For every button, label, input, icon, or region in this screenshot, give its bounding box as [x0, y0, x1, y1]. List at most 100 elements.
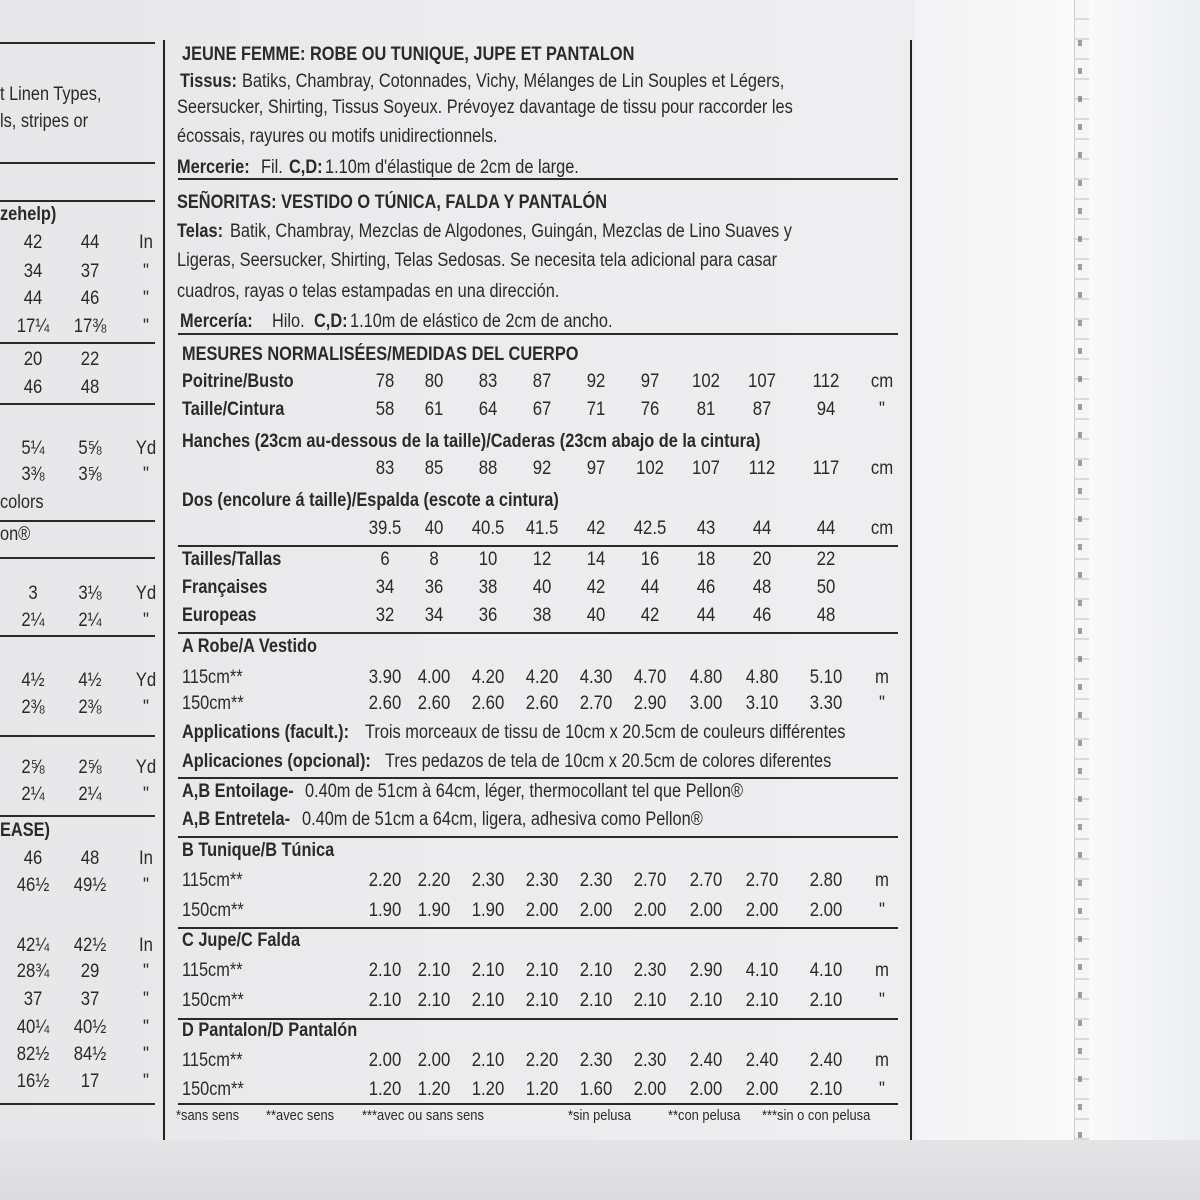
yardage-value: 4.20 — [471, 667, 505, 688]
left-unit: Yd — [135, 438, 157, 459]
left-value: 46½ — [16, 875, 50, 896]
yardage-value: 3.90 — [368, 667, 402, 688]
size-value: 44 — [640, 577, 660, 598]
yardage-value: 2.10 — [745, 990, 779, 1011]
yardage-unit: " — [879, 900, 885, 921]
colors-fragment: colors — [0, 492, 44, 513]
yardage-value: 2.20 — [417, 870, 451, 891]
left-unit: In — [139, 848, 153, 869]
measure-value: 87 — [532, 371, 552, 392]
fabric-width-label: 150cm** — [182, 1079, 244, 1100]
fabrics-text: Batik, Chambray, Mezclas de Algodones, G… — [230, 221, 792, 242]
measurements-title: MESURES NORMALISÉES/MEDIDAS DEL CUERPO — [182, 344, 579, 365]
yardage-value: 3.00 — [689, 693, 723, 714]
fabric-width-label: 150cm** — [182, 900, 244, 921]
left-value: 82½ — [16, 1044, 50, 1065]
left-value: 4½ — [21, 670, 45, 691]
yardage-value: 2.10 — [471, 1050, 505, 1071]
notions-views: C,D: — [314, 311, 348, 332]
measure-value: 92 — [532, 458, 552, 479]
left-value: 29 — [80, 961, 100, 982]
yardage-unit: " — [879, 693, 885, 714]
measure-unit: " — [879, 399, 885, 420]
size-value: 48 — [752, 577, 772, 598]
measure-unit: cm — [870, 458, 894, 479]
yardage-value: 2.10 — [689, 990, 723, 1011]
yardage-value: 2.30 — [633, 1050, 667, 1071]
fabric-width-label: 115cm** — [182, 870, 243, 891]
yardage-value: 2.70 — [633, 870, 667, 891]
measure-label: Poitrine/Busto — [182, 371, 294, 392]
left-value: 40½ — [73, 1017, 107, 1038]
notions-text: Hilo. — [272, 311, 305, 332]
measure-value: 39.5 — [368, 518, 402, 539]
measure-value: 85 — [424, 458, 444, 479]
measure-value: 43 — [696, 518, 716, 539]
footnote: ***avec ou sans sens — [362, 1107, 484, 1124]
yardage-value: 2.10 — [525, 990, 559, 1011]
yardage-value: 2.30 — [471, 870, 505, 891]
measure-value: 42.5 — [633, 518, 667, 539]
perforation-marks — [1078, 40, 1082, 1160]
yardage-value: 2.10 — [471, 960, 505, 981]
left-value: 2¼ — [21, 610, 45, 631]
measure-value: 83 — [375, 458, 395, 479]
yardage-value: 2.40 — [809, 1050, 843, 1071]
measure-value: 102 — [692, 371, 720, 392]
left-unit: In — [139, 935, 153, 956]
footnote: **avec sens — [266, 1107, 335, 1124]
spanish-title: SEÑORITAS: VESTIDO O TÚNICA, FALDA Y PAN… — [177, 192, 608, 213]
left-unit: In — [139, 232, 153, 253]
yardage-value: 4.10 — [809, 960, 843, 981]
left-value: 40¼ — [16, 1017, 50, 1038]
yardage-value: 4.30 — [579, 667, 613, 688]
yardage-value: 2.10 — [368, 990, 402, 1011]
size-value: 36 — [478, 605, 498, 626]
fabric-text-fragment: t Linen Types, — [0, 84, 102, 105]
left-unit: " — [143, 316, 149, 337]
yardage-value: 2.00 — [579, 900, 613, 921]
measure-value: 44 — [816, 518, 836, 539]
yardage-value: 2.60 — [368, 693, 402, 714]
notions-label: Mercerie: — [177, 157, 250, 178]
measure-value: 112 — [748, 458, 776, 479]
left-value: 46 — [23, 377, 43, 398]
fabrics-text: Batiks, Chambray, Cotonnades, Vichy, Mél… — [242, 71, 785, 92]
left-value: 2⅝ — [21, 757, 45, 778]
left-value: 44 — [23, 288, 43, 309]
footnote: **con pelusa — [668, 1107, 741, 1124]
measure-value: 78 — [375, 371, 395, 392]
left-value: 2¼ — [78, 784, 102, 805]
size-value: 14 — [586, 549, 606, 570]
yardage-value: 4.00 — [417, 667, 451, 688]
left-unit: " — [143, 1017, 149, 1038]
view-title: D Pantalon/D Pantalón — [182, 1020, 358, 1041]
measure-value: 44 — [752, 518, 772, 539]
size-value: 6 — [380, 549, 390, 570]
rule — [0, 735, 155, 737]
left-value: 5¼ — [21, 438, 45, 459]
left-unit: " — [143, 784, 149, 805]
rule — [0, 200, 155, 202]
fabrics-text: écossais, rayures ou motifs unidirection… — [177, 126, 498, 147]
interfacing-text: 0.40m de 51cm a 64cm, ligera, adhesiva c… — [302, 809, 703, 830]
yardage-value: 2.10 — [417, 960, 451, 981]
left-value: 2¼ — [21, 784, 45, 805]
left-value: 37 — [80, 261, 100, 282]
left-value: 3⅜ — [21, 464, 45, 485]
yardage-value: 2.00 — [689, 900, 723, 921]
left-value: 48 — [80, 377, 100, 398]
yardage-value: 2.10 — [579, 960, 613, 981]
left-value: 4½ — [78, 670, 102, 691]
fabric-width-label: 150cm** — [182, 990, 244, 1011]
left-value: 22 — [80, 349, 100, 370]
yardage-value: 2.10 — [368, 960, 402, 981]
view-title: C Jupe/C Falda — [182, 930, 301, 951]
left-value: 37 — [23, 989, 43, 1010]
rule — [178, 777, 898, 779]
measure-value: 41.5 — [525, 518, 559, 539]
yardage-value: 2.70 — [689, 870, 723, 891]
yardage-value: 2.10 — [633, 990, 667, 1011]
left-unit: " — [143, 288, 149, 309]
applications-label: Aplicaciones (opcional): — [182, 751, 371, 772]
